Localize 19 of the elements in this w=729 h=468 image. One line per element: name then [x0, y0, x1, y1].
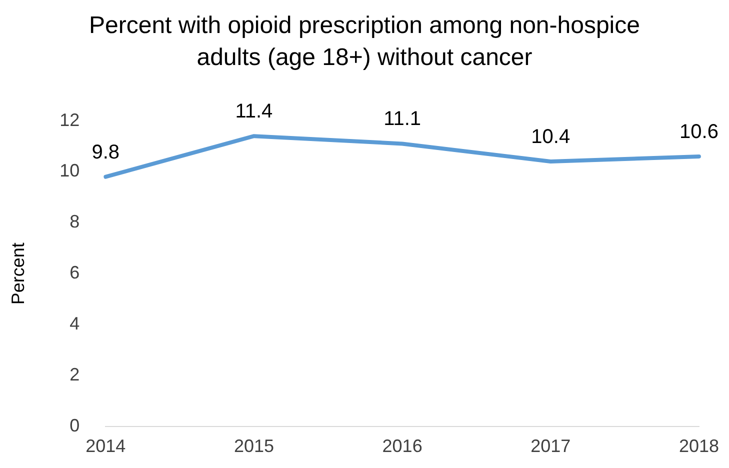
y-tick-label: 4 — [70, 314, 80, 334]
y-axis-title: Percent — [8, 242, 28, 305]
data-label: 11.4 — [235, 100, 273, 123]
y-tick-label: 0 — [70, 415, 80, 436]
x-tick-label: 2017 — [530, 436, 571, 456]
chart-title: Percent with opioid prescription among non-hospice adults (age 18+) without cancer — [88, 11, 641, 73]
y-tick-label: 10 — [60, 160, 80, 181]
y-tick-label: 8 — [70, 212, 80, 232]
data-label: 10.6 — [680, 120, 718, 143]
y-tick-label: 12 — [60, 110, 80, 130]
data-label: 10.4 — [531, 126, 570, 148]
x-tick-label: 2018 — [678, 436, 719, 456]
x-tick-label: 2015 — [234, 436, 274, 456]
data-label: 11.1 — [384, 108, 422, 130]
x-tick-label: 2014 — [86, 436, 126, 456]
y-tick-label: 6 — [70, 262, 80, 283]
x-tick-label: 2016 — [382, 436, 422, 456]
y-tick-label: 2 — [70, 364, 80, 384]
data-label: 9.8 — [92, 141, 120, 164]
